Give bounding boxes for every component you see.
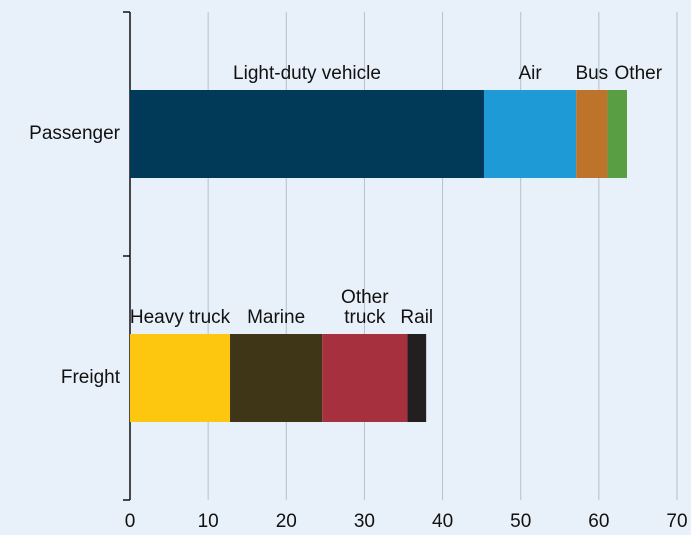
bar-segment <box>407 334 427 422</box>
segment-label: Air <box>518 63 542 84</box>
x-tick-label: 60 <box>588 511 609 532</box>
x-tick-label: 40 <box>432 511 453 532</box>
bar-segment <box>322 334 408 422</box>
segment-label-line: Other <box>341 287 389 308</box>
segment-label: Rail <box>400 307 433 328</box>
x-tick-label: 30 <box>354 511 375 532</box>
x-tick-label: 10 <box>198 511 219 532</box>
y-tick-label: Passenger <box>29 123 121 144</box>
segment-label: Bus <box>575 63 608 84</box>
bar-segment <box>130 334 231 422</box>
segment-label: Light-duty vehicle <box>233 63 381 84</box>
x-tick-label: 50 <box>510 511 531 532</box>
segment-label: Marine <box>247 307 305 328</box>
segment-label-line: truck <box>344 307 386 328</box>
bar-segment <box>607 90 627 178</box>
segment-label: Other <box>615 63 663 84</box>
y-tick-label: Freight <box>61 367 121 388</box>
segment-label: Heavy truck <box>130 307 231 328</box>
bar-segment <box>483 90 577 178</box>
x-tick-label: 0 <box>125 511 136 532</box>
segment-label: Other truck <box>341 287 389 328</box>
x-tick-label: 20 <box>276 511 297 532</box>
bar-segment <box>230 334 323 422</box>
bar-segment <box>576 90 608 178</box>
x-tick-label: 70 <box>666 511 687 532</box>
bar-segment <box>130 90 484 178</box>
